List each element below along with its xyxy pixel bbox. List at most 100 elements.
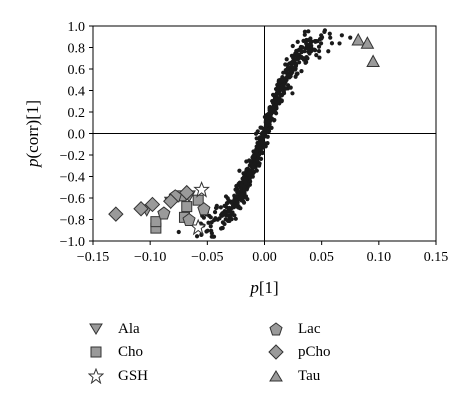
data-point	[327, 31, 332, 36]
pcho-marker	[144, 196, 161, 213]
data-point	[268, 112, 273, 118]
data-point	[295, 71, 300, 76]
data-point	[302, 49, 307, 54]
pcho-marker	[179, 184, 195, 201]
data-point	[293, 63, 298, 69]
data-point	[227, 218, 232, 223]
data-point	[214, 203, 219, 208]
data-point	[274, 92, 279, 97]
data-point	[322, 29, 327, 34]
data-point	[290, 70, 295, 75]
data-point	[208, 224, 213, 229]
data-point	[285, 62, 290, 67]
data-point	[298, 48, 304, 53]
data-point	[247, 176, 252, 181]
data-point	[218, 205, 223, 210]
data-point	[283, 86, 289, 91]
data-point	[314, 53, 319, 58]
pcho-marker	[108, 206, 124, 222]
data-point	[215, 217, 220, 222]
data-point	[222, 203, 227, 208]
data-point	[281, 70, 286, 75]
lac-marker	[157, 206, 171, 220]
data-point	[283, 67, 288, 73]
x-tick-label: −0.05	[191, 250, 223, 265]
data-point	[220, 211, 225, 216]
data-point	[291, 55, 296, 61]
data-point	[275, 85, 280, 91]
data-point	[271, 105, 276, 111]
data-point	[263, 144, 268, 149]
data-point	[329, 41, 335, 46]
data-point	[302, 29, 308, 34]
data-point	[337, 41, 342, 46]
y-tick-label: −0.8	[60, 214, 85, 229]
y-tick-label: 0.6	[68, 63, 86, 78]
data-point	[235, 200, 240, 205]
data-point	[318, 41, 324, 46]
data-point	[306, 29, 311, 34]
data-point	[235, 190, 240, 195]
data-point	[309, 39, 314, 44]
x-axis-label: p[1]	[249, 278, 278, 297]
data-point	[232, 213, 237, 218]
data-point	[293, 74, 298, 79]
lac-marker	[182, 212, 196, 226]
data-point	[281, 90, 287, 96]
data-point	[317, 55, 322, 60]
x-tick-label: −0.15	[77, 250, 109, 265]
data-point	[208, 215, 213, 220]
pcho-marker	[133, 201, 149, 217]
data-point	[313, 39, 318, 44]
x-tick-label: 0.05	[309, 250, 334, 265]
cho-marker	[192, 194, 204, 206]
data-point	[227, 205, 232, 211]
cho-marker	[181, 201, 193, 213]
data-point	[258, 147, 263, 152]
data-point	[269, 125, 274, 131]
data-point	[254, 168, 259, 173]
data-point	[326, 49, 331, 54]
data-point	[220, 225, 225, 231]
x-tick-label: 0.00	[252, 250, 277, 265]
data-point	[233, 216, 238, 221]
data-point	[302, 32, 307, 37]
lac-marker	[197, 202, 211, 216]
data-point	[254, 136, 259, 141]
data-point	[206, 220, 211, 225]
data-point	[254, 149, 259, 154]
data-point	[255, 144, 260, 149]
data-point	[243, 194, 249, 199]
data-point	[306, 46, 311, 51]
data-point	[295, 39, 300, 44]
data-point	[220, 220, 226, 225]
data-point	[287, 75, 292, 80]
data-point	[312, 47, 317, 52]
data-point	[234, 194, 240, 199]
data-point	[305, 42, 311, 47]
data-point	[242, 187, 247, 193]
y-tick-label: −0.6	[60, 192, 85, 207]
data-point	[211, 234, 216, 239]
data-point	[279, 98, 284, 103]
tau-marker	[366, 54, 380, 67]
y-tick-label: 1.0	[68, 20, 86, 35]
data-point	[253, 131, 259, 136]
data-point	[299, 55, 304, 60]
data-point	[234, 183, 239, 189]
data-point	[267, 119, 272, 124]
data-point	[237, 168, 242, 173]
y-tick-label: 0.4	[68, 85, 86, 100]
data-point	[256, 162, 261, 168]
y-tick-label: −1.0	[60, 235, 85, 250]
data-point	[299, 68, 304, 74]
data-point	[259, 138, 264, 143]
data-point	[339, 33, 344, 38]
x-tick-label: 0.15	[424, 250, 449, 265]
tau-marker	[360, 36, 375, 49]
data-point	[285, 83, 291, 88]
data-point	[248, 160, 253, 165]
data-point	[317, 37, 323, 42]
y-axis-label: p(corr)[1]	[23, 100, 42, 168]
y-tick-label: 0.0	[68, 128, 86, 143]
